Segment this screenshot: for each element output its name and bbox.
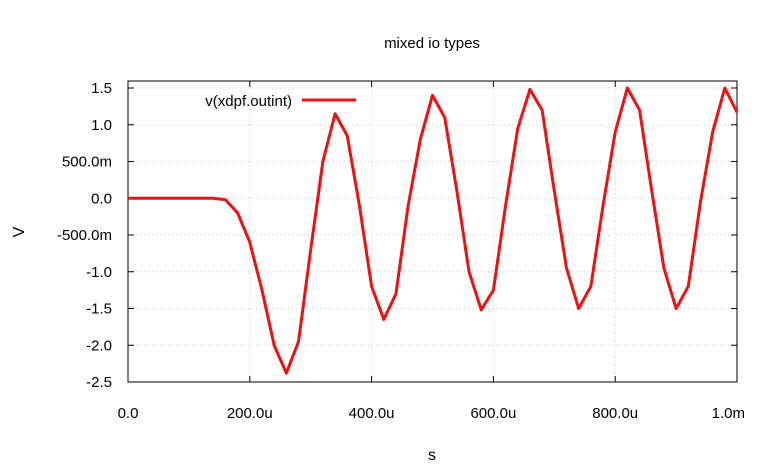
- y-tick-label: 1.0: [91, 117, 112, 134]
- legend: v(xdpf.outint): [205, 93, 356, 110]
- x-tick-label: 400.0u: [349, 405, 395, 422]
- y-axis-title: V: [11, 226, 28, 237]
- y-tick-label: 1.5: [91, 80, 112, 97]
- x-tick-label: 800.0u: [592, 405, 638, 422]
- series-line: [128, 86, 739, 375]
- y-tick-label: -2.0: [86, 337, 112, 354]
- y-tick-label: 0.0: [91, 190, 112, 207]
- legend-label: v(xdpf.outint): [205, 93, 292, 110]
- x-tick-label: 600.0u: [470, 405, 516, 422]
- series-group: [128, 86, 739, 375]
- y-axis: 1.5 1.0 500.0m 0.0 -500.0m -1.0 -1.5 -2.0 -2.5: [57, 80, 737, 391]
- x-tick-label: 1.0m: [712, 405, 745, 422]
- y-tick-label: -500.0m: [57, 227, 112, 244]
- x-tick-label: 0.0: [118, 405, 139, 422]
- y-tick-label: -1.0: [86, 264, 112, 281]
- x-tick-label: 200.0u: [227, 405, 273, 422]
- x-axis-title: s: [428, 447, 436, 464]
- x-axis: 0.0 200.0u 400.0u 600.0u 800.0u 1.0m: [118, 81, 745, 422]
- chart-title: mixed io types: [384, 35, 480, 52]
- y-tick-label: 500.0m: [62, 154, 112, 171]
- y-tick-label: -2.5: [86, 374, 112, 391]
- y-tick-label: -1.5: [86, 301, 112, 318]
- plot-frame: [127, 80, 738, 383]
